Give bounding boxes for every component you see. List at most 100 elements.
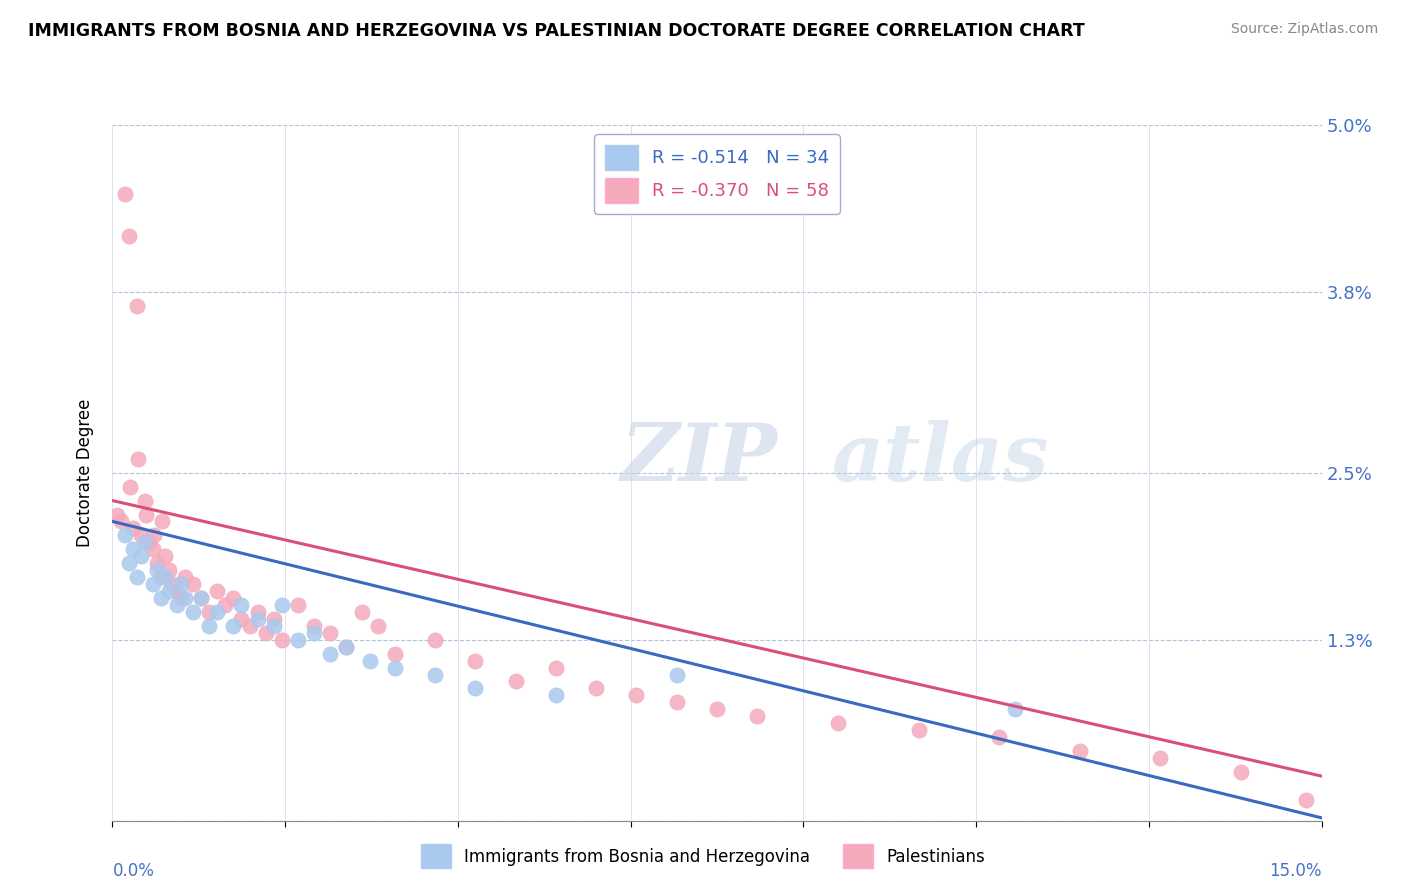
Point — [157, 563, 180, 577]
Point — [747, 709, 769, 723]
Point — [198, 619, 221, 633]
Point — [287, 632, 309, 647]
Text: 0.0%: 0.0% — [112, 863, 155, 880]
Point — [302, 625, 325, 640]
Point — [114, 528, 136, 542]
Point — [142, 542, 165, 557]
Point — [827, 716, 849, 731]
Point — [1004, 702, 1026, 716]
Point — [270, 598, 292, 612]
Point — [134, 535, 156, 549]
Point — [626, 689, 648, 703]
Point — [384, 660, 406, 674]
Point — [238, 619, 260, 633]
Point — [134, 493, 156, 508]
Point — [198, 605, 221, 619]
Legend: Immigrants from Bosnia and Herzegovina, Palestinians: Immigrants from Bosnia and Herzegovina, … — [413, 838, 993, 875]
Point — [162, 577, 184, 591]
Legend: R = -0.514   N = 34, R = -0.370   N = 58: R = -0.514 N = 34, R = -0.370 N = 58 — [595, 134, 839, 214]
Point — [505, 674, 527, 689]
Point — [174, 570, 197, 584]
Point — [117, 556, 139, 570]
Point — [207, 584, 229, 599]
Point — [117, 229, 139, 244]
Point — [302, 619, 325, 633]
Point — [544, 660, 567, 674]
Point — [153, 549, 176, 564]
Point — [1230, 764, 1253, 779]
Point — [110, 515, 132, 529]
Point — [544, 689, 567, 703]
Point — [129, 528, 152, 542]
Point — [254, 625, 277, 640]
Point — [231, 612, 253, 626]
Point — [585, 681, 607, 696]
Point — [706, 702, 728, 716]
Point — [263, 612, 285, 626]
Point — [222, 619, 245, 633]
Point — [190, 591, 212, 605]
Point — [359, 654, 381, 668]
Point — [270, 632, 292, 647]
Point — [149, 591, 172, 605]
Point — [1069, 744, 1091, 758]
Point — [120, 480, 142, 494]
Text: atlas: atlas — [832, 420, 1049, 498]
Point — [143, 528, 166, 542]
Point — [138, 535, 160, 549]
Point — [142, 577, 165, 591]
Text: Source: ZipAtlas.com: Source: ZipAtlas.com — [1230, 22, 1378, 37]
Point — [174, 591, 197, 605]
Text: ZIP: ZIP — [620, 420, 778, 498]
Point — [166, 584, 188, 599]
Point — [127, 451, 149, 466]
Point — [907, 723, 929, 738]
Point — [170, 591, 193, 605]
Point — [367, 619, 389, 633]
Point — [464, 654, 486, 668]
Point — [287, 598, 309, 612]
Point — [125, 570, 148, 584]
Point — [352, 605, 374, 619]
Point — [319, 647, 342, 661]
Point — [423, 632, 446, 647]
Point — [214, 598, 236, 612]
Point — [1149, 751, 1171, 765]
Point — [125, 299, 148, 313]
Point — [423, 667, 446, 681]
Point — [121, 542, 143, 557]
Point — [114, 187, 136, 202]
Point — [231, 598, 253, 612]
Point — [988, 730, 1011, 744]
Text: 15.0%: 15.0% — [1270, 863, 1322, 880]
Point — [166, 598, 188, 612]
Point — [105, 508, 128, 522]
Point — [157, 584, 180, 599]
Point — [319, 625, 342, 640]
Point — [135, 508, 157, 522]
Point — [190, 591, 212, 605]
Point — [152, 515, 174, 529]
Point — [146, 556, 169, 570]
Point — [181, 577, 204, 591]
Point — [335, 640, 357, 654]
Point — [153, 570, 176, 584]
Point — [263, 619, 285, 633]
Point — [665, 667, 688, 681]
Point — [222, 591, 245, 605]
Point — [464, 681, 486, 696]
Point — [181, 605, 204, 619]
Text: IMMIGRANTS FROM BOSNIA AND HERZEGOVINA VS PALESTINIAN DOCTORATE DEGREE CORRELATI: IMMIGRANTS FROM BOSNIA AND HERZEGOVINA V… — [28, 22, 1085, 40]
Point — [246, 612, 269, 626]
Point — [335, 640, 357, 654]
Point — [246, 605, 269, 619]
Point — [170, 577, 193, 591]
Point — [121, 521, 143, 535]
Point — [665, 695, 688, 709]
Point — [146, 563, 169, 577]
Point — [149, 570, 172, 584]
Point — [384, 647, 406, 661]
Point — [1295, 793, 1317, 807]
Point — [129, 549, 152, 564]
Y-axis label: Doctorate Degree: Doctorate Degree — [76, 399, 94, 547]
